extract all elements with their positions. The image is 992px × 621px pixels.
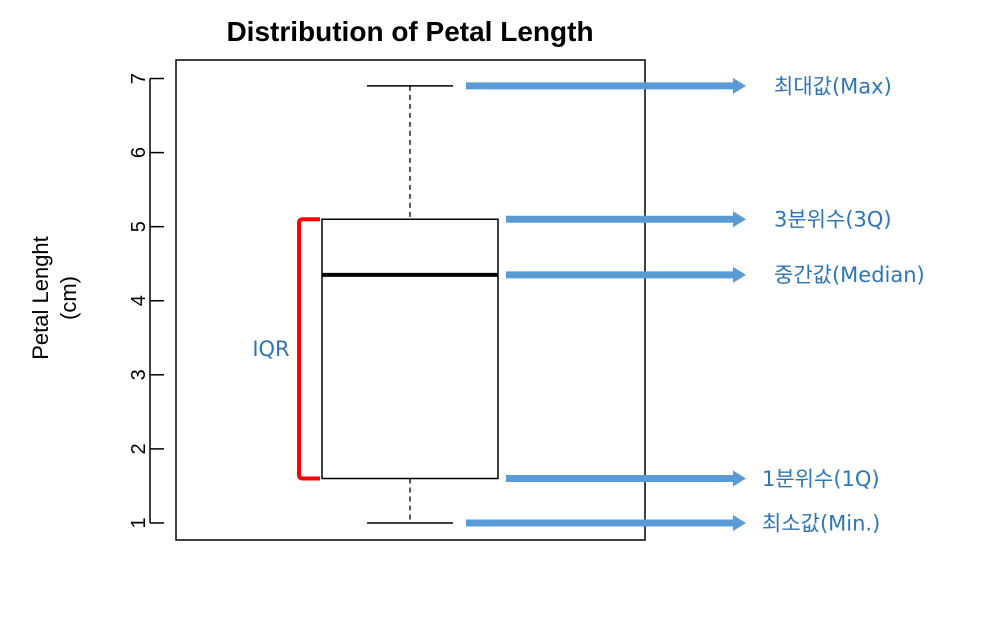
annotation-label: 중간값(Median) <box>774 263 925 287</box>
annotation-arrowhead <box>733 77 746 94</box>
annotation-median: 중간값(Median) <box>506 263 925 287</box>
annotation-label: 3분위수(3Q) <box>774 208 892 232</box>
y-axis-label-line-1: Petal Lenght <box>28 236 53 360</box>
iqr-box <box>321 218 499 480</box>
annotation-label: 최대값(Max) <box>774 74 892 98</box>
y-tick-label: 6 <box>128 147 150 158</box>
annotation-arrows: 최대값(Max) 3분위수(3Q) 중간값(Median) 1분위수(1Q) 최소값(M… <box>466 74 925 535</box>
iqr-bracket-group: IQR <box>252 217 320 481</box>
annotation-label: 1분위수(1Q) <box>762 467 880 491</box>
annotation-q1: 1분위수(1Q) <box>506 467 880 491</box>
y-tick-label: 7 <box>128 73 150 84</box>
annotation-arrowhead <box>733 470 746 487</box>
y-tick-label: 2 <box>128 443 150 454</box>
y-tick-label: 3 <box>128 369 150 380</box>
y-tick-label: 1 <box>128 517 150 528</box>
y-tick-label: 5 <box>128 221 150 232</box>
iqr-bracket <box>297 217 320 481</box>
y-tick-label: 4 <box>128 295 150 306</box>
annotation-arrowhead <box>733 266 746 283</box>
chart-title: Distribution of Petal Length <box>226 16 593 47</box>
iqr-label: IQR <box>252 337 289 361</box>
box-plot <box>321 85 499 524</box>
y-axis: 1 2 3 4 5 6 7 <box>128 73 164 529</box>
y-axis-label: Petal Lenght (cm) <box>28 236 81 360</box>
annotation-arrowhead <box>733 514 746 531</box>
plot-frame <box>175 59 646 541</box>
annotation-arrowhead <box>733 211 746 228</box>
annotation-q3: 3분위수(3Q) <box>506 208 892 232</box>
annotation-label: 최소값(Min.) <box>762 511 880 535</box>
annotation-max: 최대값(Max) <box>466 74 892 98</box>
y-axis-label-line-2: (cm) <box>56 276 81 320</box>
annotation-min: 최소값(Min.) <box>466 511 880 535</box>
